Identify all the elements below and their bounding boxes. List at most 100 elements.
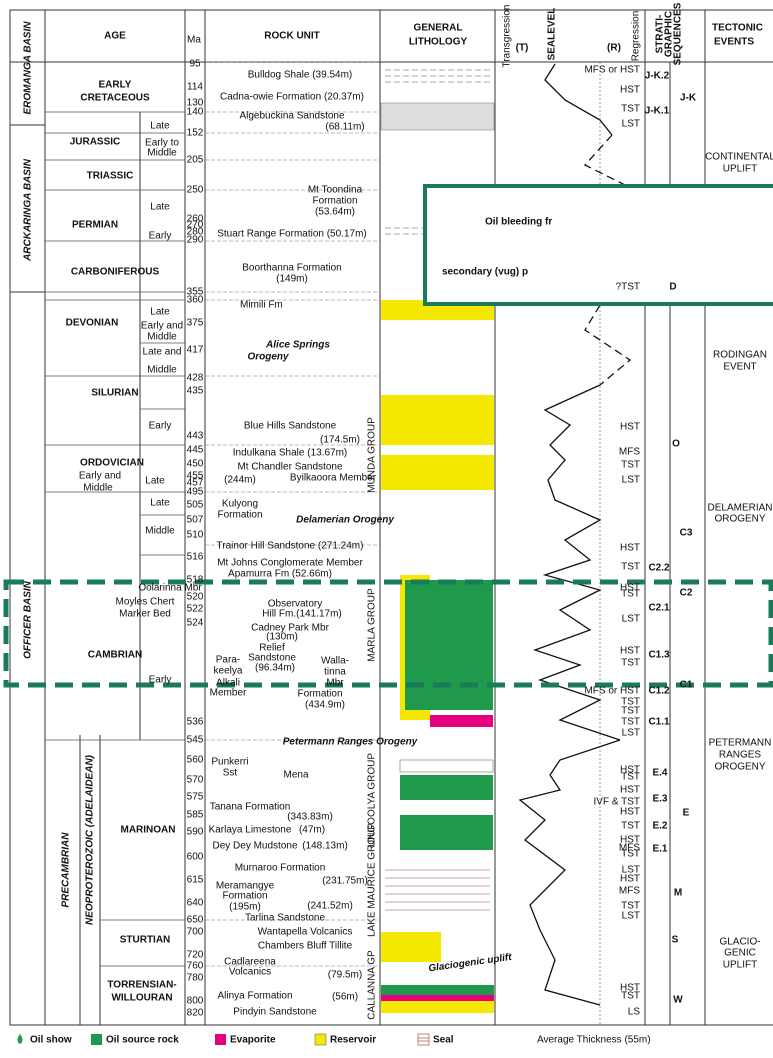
stratigraphic-column: AGEMaROCK UNITGENERALLITHOLOGYTransgress… — [0, 0, 773, 1058]
callout-text: secondary (vug) p — [442, 267, 528, 278]
ma-label: 140 — [187, 107, 204, 118]
rock-unit-label: Mt Johns Conglomerate Member — [217, 558, 363, 569]
header-label: EVENTS — [714, 37, 754, 48]
header-label: (T) — [516, 43, 529, 54]
legend-label: Evaporite — [230, 1035, 276, 1046]
ma-label: 417 — [187, 345, 204, 356]
rock-unit-label: (79.5m) — [328, 970, 362, 981]
age-label: Early and — [141, 321, 183, 332]
ma-label: 250 — [187, 185, 204, 196]
age-label: MARINOAN — [121, 825, 176, 836]
system-tract-label: TST — [621, 658, 640, 669]
tectonic-event-label: UPLIFT — [723, 164, 757, 175]
rock-unit-label: Boorthanna Formation — [242, 263, 342, 274]
rock-unit-label: Formation — [297, 689, 342, 700]
rock-unit-label: Indulkana Shale (13.67m) — [233, 448, 348, 459]
age-label: Late and — [143, 347, 182, 358]
ma-label: 445 — [187, 445, 204, 456]
system-tract-label: MFS or HST — [584, 65, 640, 76]
ma-label: 585 — [187, 810, 204, 821]
age-label: Early and — [79, 471, 121, 482]
ma-label: 700 — [187, 927, 204, 938]
age-label: Early — [149, 421, 172, 432]
rock-unit-label: (130m) — [266, 632, 298, 643]
sequence-label: O — [672, 439, 680, 450]
rock-unit-label: Formation — [217, 510, 262, 521]
sequence-label: J-K.1 — [645, 106, 670, 117]
rock-unit-label: (195m) — [229, 902, 261, 913]
tectonic-event-label: GLACIO- — [719, 937, 760, 948]
rock-unit-label: Blue Hills Sandstone — [244, 421, 337, 432]
rock-unit-label: (53.64m) — [315, 207, 355, 218]
rock-unit-label: (241.52m) — [307, 901, 353, 912]
tectonic-event-label: EVENT — [723, 362, 756, 373]
rock-unit-label: (149m) — [276, 274, 308, 285]
age-label: Late — [150, 307, 170, 318]
callout-text: Oil bleeding fr — [485, 217, 552, 228]
age-label: CAMBRIAN — [88, 650, 142, 661]
sequence-label: E.3 — [652, 794, 667, 805]
system-tract-label: LST — [622, 728, 640, 739]
rock-unit-label: Kulyong — [222, 499, 258, 510]
tectonic-event-label: GENIC — [724, 948, 756, 959]
header-label: (R) — [607, 43, 621, 54]
sequence-label: C3 — [680, 528, 693, 539]
ma-label: 290 — [187, 235, 204, 246]
header-label: Regression — [631, 11, 642, 62]
rock-unit-label: (56m) — [332, 992, 358, 1003]
system-tract-label: TST — [621, 104, 640, 115]
header-label: ROCK UNIT — [264, 31, 320, 42]
rock-unit-label: Cadna-owie Formation (20.37m) — [220, 92, 364, 103]
system-tract-label: TST — [621, 562, 640, 573]
ma-label: 505 — [187, 500, 204, 511]
sealevel-curve — [520, 740, 620, 1005]
sequence-label: E.2 — [652, 821, 667, 832]
header-label: TECTONIC — [712, 23, 763, 34]
ma-label: 152 — [187, 128, 204, 139]
rock-unit-label: Stuart Range Formation (50.17m) — [217, 229, 367, 240]
age-label: SILURIAN — [91, 388, 138, 399]
legend-label: Reservoir — [330, 1035, 376, 1046]
age-label: WILLOURAN — [111, 993, 172, 1004]
system-tract-label: HST — [620, 422, 640, 433]
system-tract-label: TST — [621, 991, 640, 1002]
ma-label: 516 — [187, 552, 204, 563]
basin-label: EROMANGA BASIN — [23, 21, 34, 115]
rock-unit-label: Marker Bed — [119, 609, 171, 620]
system-tract-label: LST — [622, 911, 640, 922]
sequence-label: J-K — [680, 93, 697, 104]
system-tract-label: ?TST — [616, 282, 640, 293]
ma-label: 507 — [187, 515, 204, 526]
age-label: JURASSIC — [70, 137, 121, 148]
orogeny-annotation: Delamerian Orogeny — [296, 515, 394, 526]
rock-unit-label: Chambers Bluff Tillite — [258, 941, 353, 952]
sequence-label: C1.1 — [648, 717, 670, 728]
ma-label: 428 — [187, 373, 204, 384]
ma-label: 375 — [187, 318, 204, 329]
sequence-label: W — [673, 995, 683, 1006]
group-label: MARLA GROUP — [367, 588, 378, 662]
age-label: CARBONIFEROUS — [71, 267, 160, 278]
sequence-label: C1.3 — [648, 650, 670, 661]
system-tract-label: TST — [621, 706, 640, 717]
ma-label: 360 — [187, 295, 204, 306]
ma-label: 95 — [189, 59, 201, 70]
tectonic-event-label: UPLIFT — [723, 960, 757, 971]
header-label: AGE — [104, 31, 126, 42]
ma-label: 760 — [187, 961, 204, 972]
ma-label: 435 — [187, 386, 204, 397]
sequence-label: C2 — [680, 588, 693, 599]
system-tract-label: TST — [621, 821, 640, 832]
system-tract-label: HST — [620, 785, 640, 796]
age-label: Late — [150, 202, 170, 213]
legend-label: Seal — [433, 1035, 454, 1046]
ma-label: 450 — [187, 459, 204, 470]
sequence-label: S — [672, 935, 679, 946]
system-tract-label: HST — [620, 543, 640, 554]
ma-label: 524 — [187, 618, 204, 629]
orogeny-annotation: Alice Springs — [265, 340, 330, 351]
ma-label: 600 — [187, 852, 204, 863]
sequence-label: E.4 — [652, 768, 667, 779]
system-tract-label: TST — [621, 717, 640, 728]
sequence-label: E.1 — [652, 844, 667, 855]
